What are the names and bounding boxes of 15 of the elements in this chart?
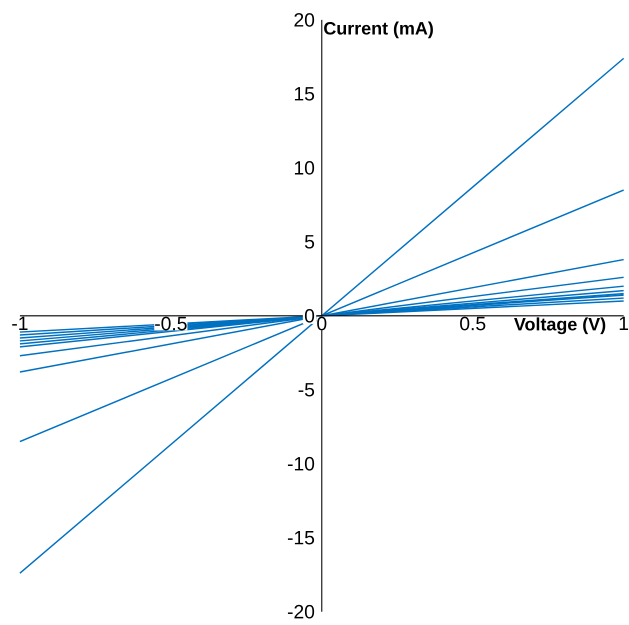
x-tick-label: -1 <box>12 316 28 330</box>
y-tick-label: 20 <box>294 13 314 27</box>
x-axis-title: Voltage (V) <box>514 318 606 334</box>
y-tick-label: 5 <box>304 235 314 249</box>
y-tick-label: -10 <box>288 457 314 471</box>
x-tick-label: 0 <box>317 316 326 331</box>
y-tick-label: 10 <box>294 161 314 175</box>
x-tick-label: 0.5 <box>460 316 486 331</box>
y-tick-label: -15 <box>288 531 314 545</box>
x-tick-label: 1 <box>620 316 628 330</box>
y-tick-label: 15 <box>294 87 314 101</box>
y-tick-label: -5 <box>298 383 314 397</box>
y-tick-label: -20 <box>288 605 314 619</box>
y-axis-title: Current (mA) <box>324 22 433 38</box>
x-tick-label: -0.5 <box>155 316 187 331</box>
